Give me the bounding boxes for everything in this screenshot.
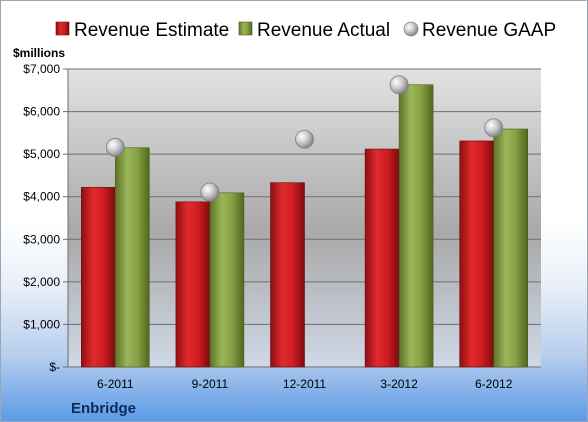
bar-revenue-estimate	[364, 148, 400, 368]
x-tick-label: 3-2012	[380, 377, 418, 391]
company-name: Enbridge	[71, 400, 136, 417]
marker-revenue-gaap	[105, 137, 125, 157]
marker-revenue-gaap	[389, 75, 409, 95]
bar-revenue-actual	[493, 128, 529, 368]
marker-revenue-gaap	[295, 129, 314, 149]
y-tick-label: $1,000	[23, 317, 60, 331]
y-tick-label: $2,000	[23, 275, 60, 289]
x-tick-label: 9-2011	[192, 377, 229, 391]
bar-revenue-estimate	[175, 201, 211, 368]
legend-item: Revenue Estimate	[55, 20, 229, 41]
marker-revenue-gaap	[484, 118, 504, 138]
y-tick-label: $6,000	[23, 105, 60, 119]
bar-revenue-actual	[209, 192, 245, 368]
y-tick-label: $5,000	[23, 147, 60, 161]
legend-label: Revenue GAAP	[422, 20, 556, 41]
x-tick-label: 6-2011	[97, 377, 134, 391]
legend-swatch	[55, 21, 70, 36]
legend-item: Revenue Actual	[238, 20, 390, 41]
bar-revenue-estimate	[81, 187, 116, 368]
y-tick-label: $4,000	[23, 190, 60, 204]
y-tick-label: $-	[49, 360, 60, 374]
y-tick-label: $7,000	[23, 62, 60, 76]
marker-revenue-gaap	[200, 182, 220, 202]
x-tick-label: 6-2012	[475, 377, 513, 391]
y-axis-label: $millions	[13, 46, 65, 60]
bar-revenue-actual	[398, 84, 434, 368]
legend-swatch	[238, 21, 253, 36]
bar-revenue-actual	[115, 147, 150, 368]
legend-item: Revenue GAAP	[403, 20, 556, 41]
legend-label: Revenue Estimate	[74, 20, 229, 41]
x-tick-label: 12-2011	[283, 377, 326, 391]
legend-label: Revenue Actual	[257, 20, 390, 41]
y-tick-label: $3,000	[23, 232, 60, 246]
bar-revenue-estimate	[459, 140, 495, 368]
bar-revenue-estimate	[270, 182, 305, 368]
legend-marker	[403, 21, 419, 37]
